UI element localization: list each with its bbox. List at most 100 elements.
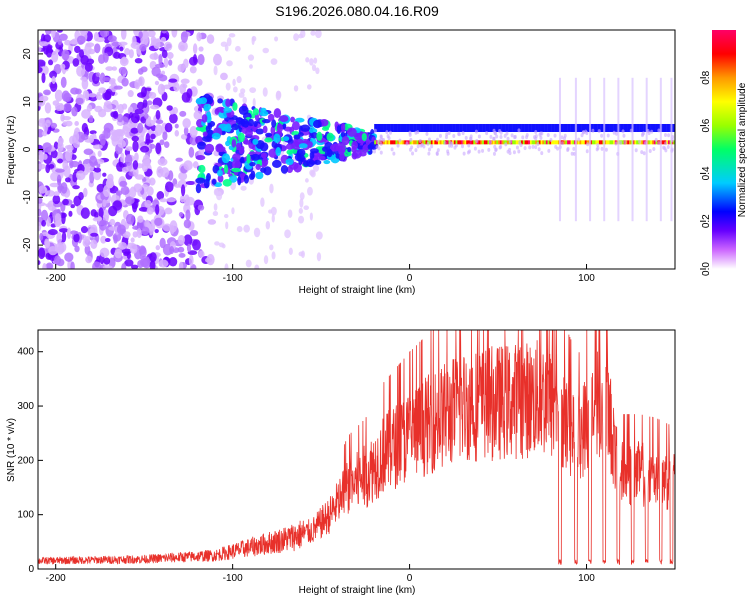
spectrogram-y-ticks: -20 -10 0 10 20 <box>22 48 43 252</box>
heatmap-cell <box>534 136 538 141</box>
heatmap-cell <box>199 97 208 105</box>
y-tick-label: -20 <box>22 237 33 252</box>
heatmap-cell <box>667 133 671 138</box>
heatmap-cell <box>95 94 103 100</box>
heatmap-cell <box>183 160 193 171</box>
heatmap-cell <box>430 144 434 149</box>
heatmap-cell <box>223 214 229 219</box>
heatmap-cell <box>119 180 128 187</box>
heatmap-cell <box>411 140 414 145</box>
heatmap-cell <box>441 140 444 145</box>
heatmap-cell <box>613 140 616 145</box>
heatmap-cell <box>148 91 157 99</box>
heatmap-cell <box>422 144 426 149</box>
heatmap-cell <box>439 140 442 145</box>
heatmap-cell <box>225 221 229 230</box>
heatmap-cell <box>473 140 476 145</box>
heatmap-cell <box>503 133 507 138</box>
heatmap-cell <box>276 123 283 133</box>
heatmap-cell <box>480 140 483 145</box>
heatmap-cell <box>41 130 48 137</box>
heatmap-cell <box>138 76 145 87</box>
heatmap-cell <box>552 140 555 145</box>
heatmap-cell <box>413 140 416 145</box>
heatmap-cell <box>109 78 116 84</box>
heatmap-cell <box>147 30 156 38</box>
heatmap-cell <box>73 195 82 207</box>
heatmap-cell <box>326 148 333 158</box>
heatmap-cell <box>467 140 470 145</box>
heatmap-cell <box>673 140 675 145</box>
heatmap-cell <box>94 43 101 54</box>
heatmap-cell <box>134 152 139 162</box>
heatmap-cell <box>61 90 70 102</box>
heatmap-cell <box>183 126 189 136</box>
heatmap-cell <box>73 131 80 143</box>
heatmap-cell <box>614 123 617 132</box>
heatmap-cell <box>137 135 145 143</box>
heatmap-cell <box>462 123 465 132</box>
heatmap-cell <box>508 147 512 152</box>
heatmap-cell <box>177 234 186 245</box>
heatmap-cell <box>531 144 535 149</box>
heatmap-cell <box>495 134 499 139</box>
heatmap-cell <box>447 130 451 135</box>
heatmap-cell <box>198 164 206 174</box>
heatmap-cell <box>56 174 62 186</box>
heatmap-cell <box>416 144 420 149</box>
heatmap-cell <box>265 132 273 138</box>
heatmap-cell <box>259 110 269 117</box>
heatmap-cell <box>138 31 143 39</box>
heatmap-cell <box>55 168 65 173</box>
snr-series <box>38 330 675 566</box>
heatmap-cell <box>150 133 156 140</box>
heatmap-cell <box>444 123 447 132</box>
heatmap-cell <box>238 105 249 115</box>
heatmap-cell <box>638 139 642 144</box>
heatmap-cell <box>50 80 58 92</box>
heatmap-cell <box>306 158 315 168</box>
heatmap-cell <box>178 252 186 258</box>
snr-line <box>38 330 675 566</box>
heatmap-cell <box>66 227 72 240</box>
heatmap-cell <box>121 166 129 173</box>
heatmap-cell <box>99 247 110 258</box>
heatmap-cell <box>255 171 264 180</box>
snr-panel: -200 -100 0 100 0 100 200 300 400 Height of str… <box>6 329 676 596</box>
heatmap-cell <box>144 219 150 229</box>
heatmap-cell <box>398 138 402 143</box>
heatmap-cell <box>128 49 134 59</box>
heatmap-cell <box>631 77 634 222</box>
heatmap-cell <box>413 123 416 132</box>
heatmap-cell <box>435 137 439 142</box>
heatmap-cell <box>288 247 293 255</box>
heatmap-cell <box>293 85 299 92</box>
heatmap-cell <box>428 147 432 152</box>
heatmap-cell <box>409 123 412 132</box>
heatmap-cell <box>178 171 188 181</box>
heatmap-cell <box>306 141 313 149</box>
heatmap-cell <box>533 140 536 145</box>
heatmap-cell <box>120 30 127 40</box>
heatmap-cell <box>118 241 127 250</box>
heatmap-cell <box>155 245 161 251</box>
heatmap-cell <box>444 135 448 140</box>
heatmap-cell <box>109 218 116 226</box>
heatmap-cell <box>430 140 433 145</box>
heatmap-cell <box>57 30 63 33</box>
heatmap-cell <box>260 197 265 208</box>
heatmap-cell <box>398 123 401 132</box>
heatmap-cell <box>622 133 626 138</box>
heatmap-cell <box>579 123 582 132</box>
heatmap-cell <box>459 140 462 145</box>
heatmap-cell <box>566 148 570 153</box>
heatmap-cell <box>385 130 389 135</box>
heatmap-cell <box>461 131 465 136</box>
heatmap-cell <box>179 44 185 50</box>
heatmap-cell <box>98 87 107 94</box>
heatmap-cell <box>414 123 417 132</box>
heatmap-cell <box>180 78 190 84</box>
heatmap-cell <box>453 145 457 150</box>
heatmap-cell <box>283 136 290 142</box>
heatmap-cell <box>114 248 123 259</box>
